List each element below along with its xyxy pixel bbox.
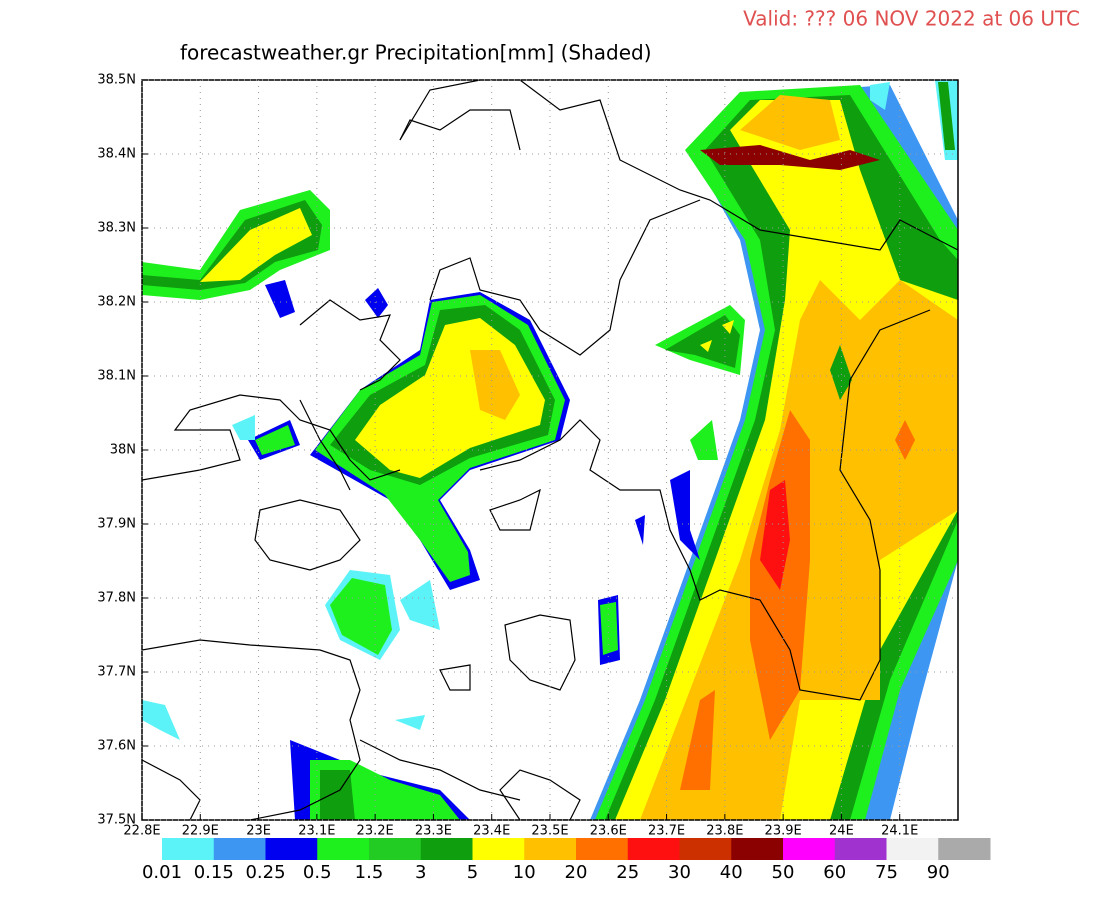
x-tick-label: 23.7E <box>648 824 685 839</box>
x-tick-label: 23.8E <box>706 824 743 839</box>
y-tick-label: 38.3N <box>97 221 136 236</box>
colorbar-swatch <box>369 838 422 860</box>
y-tick-label: 38.1N <box>97 369 136 384</box>
colorbar-label: 3 <box>415 862 426 883</box>
colorbar-label: 0.25 <box>245 862 285 883</box>
x-tick-label: 23.6E <box>590 824 627 839</box>
x-tick-label: 24E <box>829 824 854 839</box>
y-tick-label: 38.4N <box>97 147 136 162</box>
coastlines <box>142 80 958 820</box>
x-tick-label: 24.1E <box>881 824 918 839</box>
colorbar-label: 90 <box>927 862 950 883</box>
coastline <box>429 199 701 356</box>
x-tick-label: 23E <box>246 824 271 839</box>
colorbar-label: 10 <box>513 862 536 883</box>
colorbar-swatch <box>213 838 266 860</box>
y-tick-label: 37.6N <box>97 739 136 754</box>
x-tick-label: 23.2E <box>357 824 394 839</box>
colorbar-swatch <box>524 838 577 860</box>
x-tick-label: 22.8E <box>123 824 160 839</box>
precip-area <box>700 320 734 352</box>
precip-area <box>330 578 392 655</box>
colorbar-label: 20 <box>565 862 588 883</box>
colorbar-label: 30 <box>668 862 691 883</box>
precip-area <box>760 480 790 590</box>
x-tick-label: 23.3E <box>415 824 452 839</box>
coastline <box>142 639 521 820</box>
coastline <box>399 80 958 251</box>
x-tick-label: 23.5E <box>531 824 568 839</box>
colorbar-swatch <box>317 838 370 860</box>
colorbar-swatch <box>834 838 887 860</box>
colorbar-swatch <box>886 838 939 860</box>
map-title: forecastweather.gr Precipitation[mm] (Sh… <box>180 41 652 65</box>
precip-area <box>938 82 955 150</box>
precip-area <box>700 145 880 170</box>
border <box>299 399 351 491</box>
x-tick-label: 23.9E <box>765 824 802 839</box>
colorbar-label: 0.01 <box>142 862 182 883</box>
y-tick-label: 38.2N <box>97 295 136 310</box>
colorbar-label: 25 <box>616 862 639 883</box>
precip-field <box>142 80 958 820</box>
colorbar-label: 0.5 <box>303 862 332 883</box>
y-tick-label: 38N <box>110 443 136 458</box>
coastline <box>254 488 581 820</box>
y-tick-label: 37.7N <box>97 665 136 680</box>
y-tick-label: 37.9N <box>97 517 136 532</box>
colorbar-swatch <box>472 838 525 860</box>
precip-area <box>200 208 312 282</box>
colorbar-swatch <box>731 838 784 860</box>
colorbar-label: 1.5 <box>355 862 384 883</box>
colorbar-label: 50 <box>772 862 795 883</box>
colorbar-swatch <box>576 838 629 860</box>
x-tick-label: 23.1E <box>298 824 335 839</box>
y-tick-label: 38.5N <box>97 73 136 88</box>
valid-time: Valid: ??? 06 NOV 2022 at 06 UTC <box>743 7 1080 31</box>
colorbar-swatch <box>783 838 836 860</box>
coastline <box>142 309 931 701</box>
colorbar-swatch <box>265 838 318 860</box>
y-tick-label: 37.8N <box>97 591 136 606</box>
colorbar-swatch <box>420 838 473 860</box>
precip-area <box>830 345 852 400</box>
colorbar-swatch <box>679 838 732 860</box>
x-tick-label: 23.4E <box>473 824 510 839</box>
colorbar-label: 40 <box>720 862 743 883</box>
precip-area <box>870 80 958 160</box>
colorbar-label: 0.15 <box>194 862 234 883</box>
y-tick-label: 37.5N <box>97 813 136 828</box>
precip-area <box>680 410 915 790</box>
colorbar-swatch <box>938 838 991 860</box>
colorbar-swatch <box>162 838 215 860</box>
colorbar-label: 75 <box>875 862 898 883</box>
colorbar-label: 60 <box>823 862 846 883</box>
coastline <box>299 109 521 391</box>
precip-area <box>470 350 520 420</box>
x-tick-label: 22.9E <box>182 824 219 839</box>
precip-area <box>740 95 840 150</box>
precip-area <box>255 305 745 820</box>
colorbar-label: 5 <box>467 862 478 883</box>
colorbar-swatch <box>627 838 680 860</box>
